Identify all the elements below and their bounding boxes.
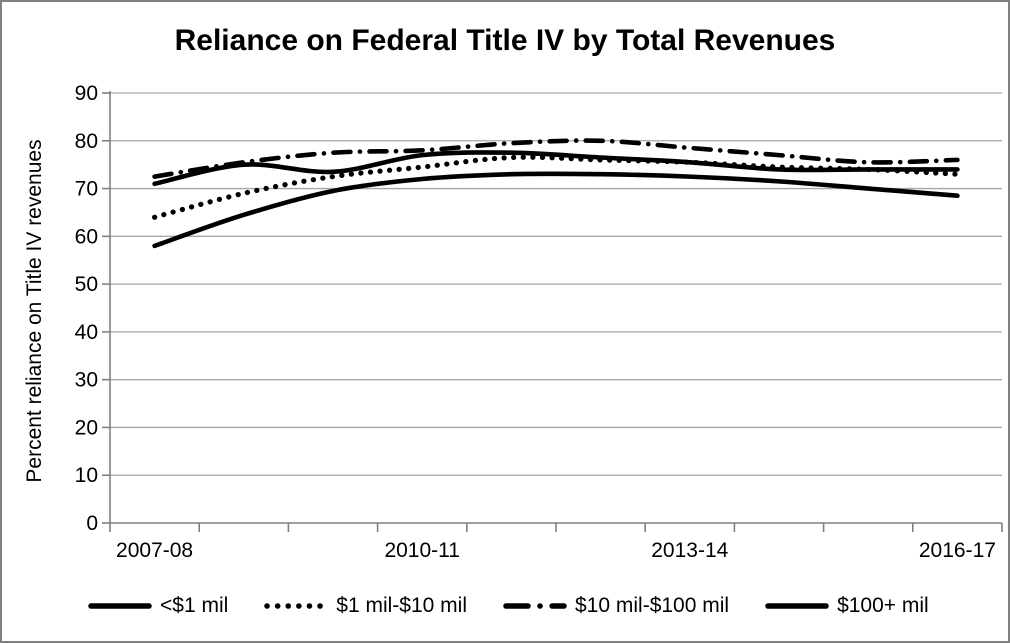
axes: [102, 91, 1003, 532]
series-line-solid: [152, 171, 960, 249]
x-tick-label: 2016-17: [919, 539, 996, 562]
legend-line-sample-solid: [88, 603, 152, 609]
y-tick-label: 30: [75, 369, 98, 392]
y-tick-label: 70: [75, 178, 98, 201]
y-tick-label: 40: [75, 321, 98, 344]
legend: <$1 mil $1 mil-$10 mil $10 mil-$100 mil $10…: [87, 594, 929, 618]
legend-label: $100+ mil: [837, 594, 929, 617]
x-tick-label: 2010-11: [384, 539, 460, 562]
legend-label: $1 mil-$10 mil: [336, 594, 467, 617]
series-line-dashdot: [152, 138, 960, 179]
legend-item: $10 mil-$100 mil: [502, 594, 729, 618]
y-tick-label: 20: [75, 416, 98, 439]
legend-line-sample-solid: [765, 603, 829, 609]
y-tick-labels: 0 10 20 30 40 50 60 70 80 90: [75, 82, 98, 535]
gridlines: [110, 92, 1002, 476]
y-tick-label: 50: [75, 273, 98, 296]
legend-label: <$1 mil: [160, 594, 229, 617]
y-tick-label: 0: [86, 512, 98, 535]
x-tick-label: 2013-14: [651, 539, 728, 562]
chart-title: Reliance on Federal Title IV by Total Re…: [174, 24, 836, 57]
y-tick-label: 80: [75, 130, 98, 153]
legend-line-sample-dotted: [264, 603, 329, 609]
legend-line-sample-dashdot: [503, 603, 567, 609]
y-tick-label: 10: [75, 464, 98, 487]
legend-item: <$1 mil: [87, 594, 228, 618]
legend-item: $100+ mil: [764, 594, 929, 618]
x-tick-labels: 2007-08 2010-11 2013-14 2016-17: [116, 539, 996, 562]
y-tick-label: 90: [75, 82, 98, 105]
series-lines: [152, 138, 960, 249]
series-line-solid: [152, 150, 960, 187]
legend-label: $10 mil-$100 mil: [575, 594, 730, 617]
x-tick-label: 2007-08: [116, 539, 193, 562]
legend-item: $1 mil-$10 mil: [263, 594, 467, 618]
y-tick-label: 60: [75, 225, 98, 248]
